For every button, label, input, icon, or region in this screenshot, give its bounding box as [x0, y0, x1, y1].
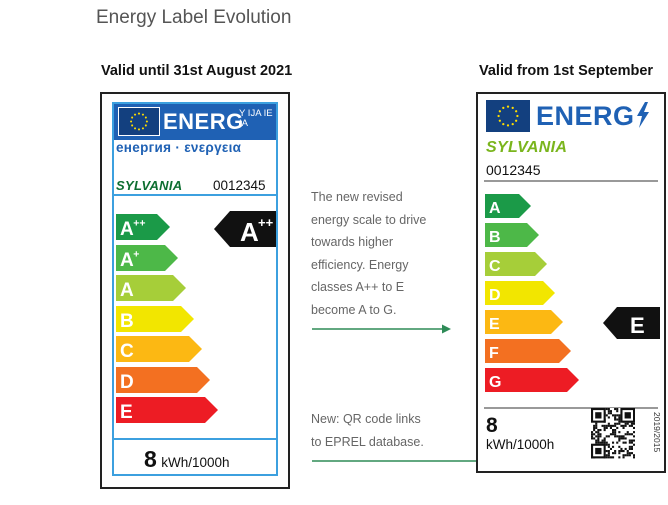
old-class-letter: A [120, 250, 134, 271]
old-energy-word-variants: Y IJA IE IA [239, 108, 273, 129]
new-rating-arrow: E [603, 307, 660, 339]
old-class-letter: D [120, 372, 134, 393]
new-class-letter: G [489, 374, 501, 391]
old-kwh-unit: kWh/1000h [161, 455, 230, 470]
old-class-sup: + [133, 249, 139, 260]
old-energy-word: ENERG [163, 109, 244, 134]
old-class-arrow-d: D [116, 366, 210, 398]
old-label-heading: Valid until 31st August 2021 [101, 63, 293, 79]
qr-code-icon[interactable] [591, 408, 635, 460]
new-class-letter: C [489, 258, 501, 275]
new-model-number: 0012345 [486, 162, 541, 178]
old-class-letter: B [120, 311, 134, 332]
scale-note: The new revised energy scale to drive to… [311, 186, 426, 321]
new-class-arrow-g: G [485, 368, 579, 397]
old-rating-arrow: A ++ [214, 211, 276, 247]
scale-note-line: energy scale to drive [311, 212, 427, 227]
new-brand-name: SYLVANIA [486, 139, 568, 156]
eu-flag-icon [118, 107, 160, 136]
new-class-letter: B [489, 229, 501, 246]
qr-note-line: to EPREL database. [311, 434, 424, 449]
new-kwh-unit: kWh/1000h [486, 437, 555, 452]
new-energy-word: ENERG [536, 98, 650, 134]
scale-note-line: The new revised [311, 190, 403, 204]
new-class-arrow-d: D [485, 281, 555, 310]
new-class-letter: D [489, 287, 501, 304]
old-model-number: 0012345 [213, 178, 266, 193]
new-class-arrow-c: C [485, 252, 547, 281]
scale-note-line: classes A++ to E [311, 280, 405, 294]
old-class-arrow-aplusplus: A ++ [116, 214, 170, 245]
qr-note: New: QR code links to EPREL database. [311, 408, 424, 453]
eu-flag-icon [485, 99, 531, 133]
scale-note-line: become A to G. [311, 302, 397, 317]
scale-note-line: efficiency. Energy [311, 257, 409, 272]
new-class-arrow-f: F [485, 339, 571, 368]
old-label-bottom-divider [114, 438, 276, 440]
old-class-arrow-e: E [116, 397, 218, 428]
old-class-sup: ++ [133, 218, 145, 229]
new-kwh-value: 8 [486, 414, 498, 437]
old-rating-sup: ++ [258, 215, 274, 230]
regulation-number: 2019/2015 [652, 412, 662, 453]
old-energy-subtitle: енергия · ενεργεια [116, 140, 242, 155]
old-rating-letter: A [240, 217, 259, 247]
new-class-arrow-a: A [485, 194, 531, 223]
old-class-arrow-a: A [116, 275, 186, 306]
eu-stars-icon [497, 105, 519, 127]
lightning-icon [636, 102, 649, 128]
scale-pointer-arrow [312, 324, 451, 334]
scale-note-line: towards higher [311, 235, 393, 249]
old-class-letter: E [120, 402, 133, 423]
old-class-arrow-aplus: A + [116, 244, 178, 276]
old-label-inner-frame [112, 102, 278, 476]
new-label-bottom-divider [484, 407, 658, 409]
new-energy-word-text: ENERG [536, 101, 635, 131]
old-class-letter: C [120, 341, 134, 362]
old-class-arrow-c: C [116, 336, 202, 367]
old-label-divider [114, 194, 276, 196]
new-class-arrow-e: E [485, 310, 563, 339]
page-title: Energy Label Evolution [96, 7, 292, 28]
eu-stars-icon [130, 112, 148, 131]
qr-note-line: New: QR code links [311, 412, 421, 426]
old-class-letter: A [120, 280, 134, 301]
old-class-arrow-b: B [116, 305, 194, 337]
new-class-arrow-b: B [485, 223, 539, 252]
new-class-letter: E [489, 316, 500, 333]
new-class-letter: F [489, 345, 499, 362]
old-class-letter: A [120, 219, 134, 240]
new-rating-letter: E [630, 313, 645, 338]
new-class-letter: A [489, 200, 501, 217]
new-label-divider [484, 180, 658, 182]
new-label-heading: Valid from 1st September [479, 63, 654, 79]
old-kwh-value: 8 [144, 446, 157, 472]
old-consumption: 8 kWh/1000h [144, 446, 230, 473]
old-brand-name: SYLVANIA [116, 178, 183, 193]
